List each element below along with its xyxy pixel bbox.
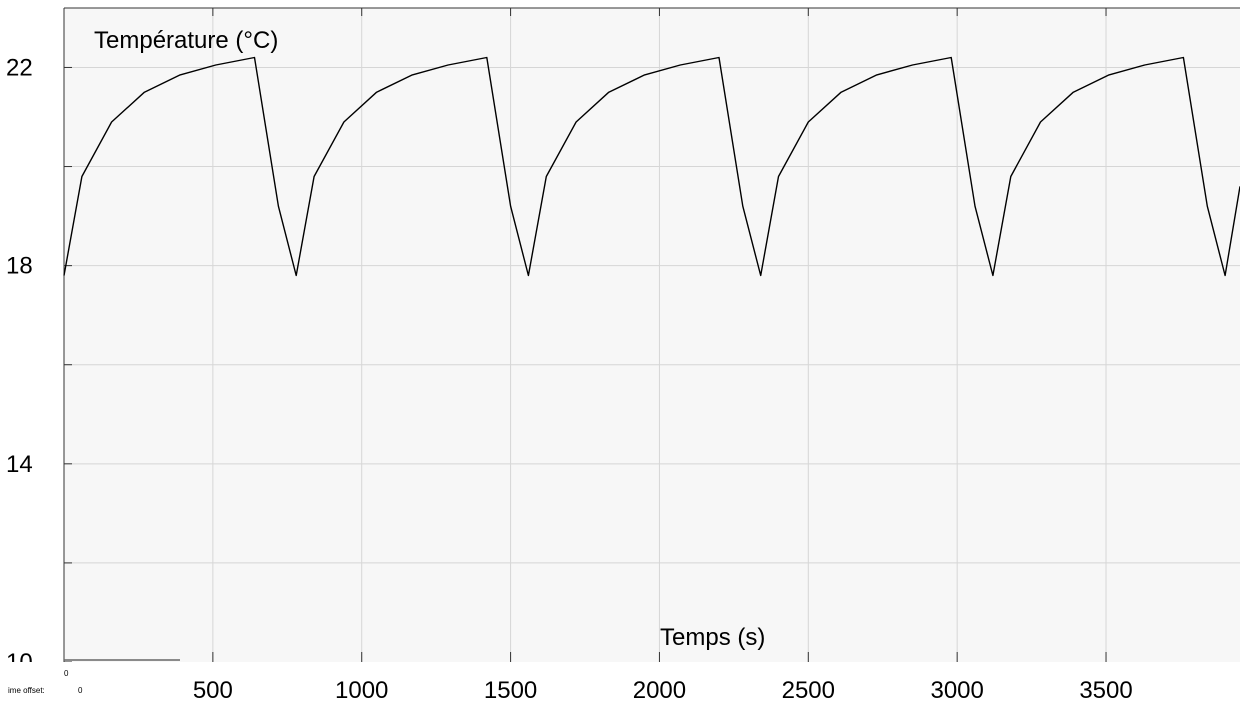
temperature-series-line — [63, 56, 1240, 277]
series-layer — [63, 56, 1240, 277]
footer-panel — [0, 662, 180, 704]
footer-offset-value: 0 — [78, 686, 83, 695]
grid-layer — [64, 8, 1240, 662]
y-axis-title: Température (°C) — [94, 27, 278, 54]
y-tick-label: 18 — [6, 253, 33, 280]
y-tick-label: 14 — [6, 451, 33, 478]
x-axis-title: Temps (s) — [660, 624, 765, 651]
footer-offset-label: ime offset: — [8, 686, 45, 695]
y-tick-label: 22 — [6, 54, 33, 81]
plot-area-background — [64, 8, 1240, 662]
x-tick-label: 1500 — [484, 677, 537, 704]
x-tick-label: 3500 — [1079, 677, 1132, 704]
x-tick-label: 1000 — [335, 677, 388, 704]
x-tick-label: 2500 — [782, 677, 835, 704]
x-tick-label: 3000 — [930, 677, 983, 704]
x-tick-label: 500 — [193, 677, 233, 704]
axes-layer — [63, 7, 1240, 663]
x-tick-label: 2000 — [633, 677, 686, 704]
footer-small-tick: 0 — [64, 669, 69, 678]
